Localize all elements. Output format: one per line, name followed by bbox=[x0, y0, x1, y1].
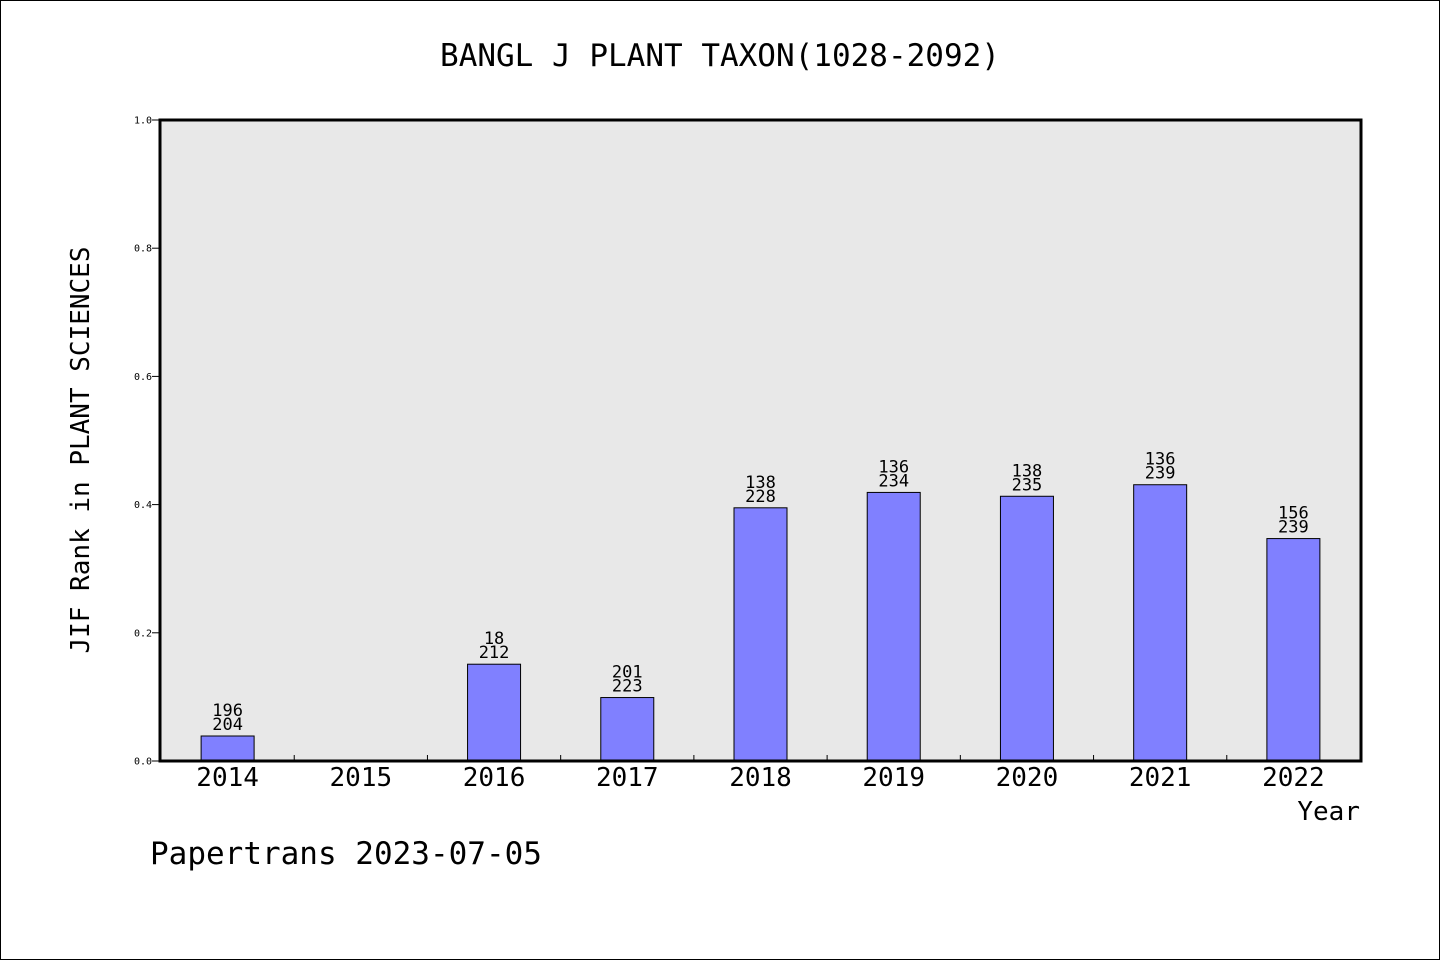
bar-rank-label: 196 bbox=[212, 701, 243, 721]
bar-2017 bbox=[600, 697, 655, 762]
bar-2019 bbox=[866, 491, 921, 762]
footer-credit: Papertrans 2023-07-05 bbox=[150, 836, 542, 872]
bar-2022 bbox=[1266, 538, 1321, 762]
bar-total-label: 239 bbox=[1278, 518, 1309, 538]
y-tick-label: 0.0 bbox=[134, 757, 152, 768]
x-tick-label: 2021 bbox=[1129, 763, 1192, 793]
bar-rank-label: 136 bbox=[1145, 450, 1176, 470]
y-axis-label: JIF Rank in PLANT SCIENCES bbox=[66, 247, 96, 654]
bar-2014 bbox=[200, 735, 255, 762]
plot-border bbox=[158, 118, 1363, 763]
x-axis-label: Year bbox=[1297, 797, 1360, 827]
bar-2016 bbox=[467, 663, 522, 762]
bar-rank-label: 156 bbox=[1278, 504, 1309, 524]
x-tick-label: 2016 bbox=[463, 763, 526, 793]
bar-rank-label: 138 bbox=[1012, 461, 1043, 481]
x-tick-label: 2022 bbox=[1262, 763, 1325, 793]
y-tick-label: 0.8 bbox=[134, 244, 152, 255]
x-tick-label: 2014 bbox=[196, 763, 259, 793]
bar-total-label: 234 bbox=[878, 471, 909, 491]
y-axis-ticks: 0.0 0.2 0.4 0.6 0.8 1.0 bbox=[134, 116, 160, 768]
bar-2021 bbox=[1133, 484, 1188, 762]
y-tick-label: 0.2 bbox=[134, 628, 152, 639]
bar-rank-label: 138 bbox=[745, 473, 776, 493]
bar-total-label: 239 bbox=[1145, 464, 1176, 484]
bar-total-label: 212 bbox=[479, 643, 510, 663]
bar-2018 bbox=[733, 507, 788, 762]
bar-rank-label: 18 bbox=[484, 629, 504, 649]
y-tick-label: 1.0 bbox=[134, 116, 152, 127]
bar-total-label: 235 bbox=[1012, 475, 1043, 495]
bar-total-label: 228 bbox=[745, 487, 776, 507]
bar-2020 bbox=[999, 495, 1054, 762]
y-tick-label: 0.6 bbox=[134, 372, 152, 383]
bar-total-label: 223 bbox=[612, 677, 643, 697]
x-tick-label: 2018 bbox=[729, 763, 792, 793]
bars-layer: 1962041821220122313822813623413823513623… bbox=[200, 450, 1321, 762]
x-tick-label: 2015 bbox=[330, 763, 393, 793]
x-tick-label: 2020 bbox=[996, 763, 1059, 793]
bar-total-label: 204 bbox=[212, 715, 243, 735]
bar-rank-label: 136 bbox=[878, 457, 909, 477]
x-tick-label: 2019 bbox=[862, 763, 925, 793]
chart-title: BANGL J PLANT TAXON(1028-2092) bbox=[440, 38, 1000, 74]
x-axis-ticks: 2014 2015 2016 2017 2018 2019 2020 2021 2022 bbox=[196, 755, 1325, 793]
x-tick-label: 2017 bbox=[596, 763, 659, 793]
bar-rank-label: 201 bbox=[612, 663, 643, 683]
y-tick-label: 0.4 bbox=[134, 500, 152, 511]
